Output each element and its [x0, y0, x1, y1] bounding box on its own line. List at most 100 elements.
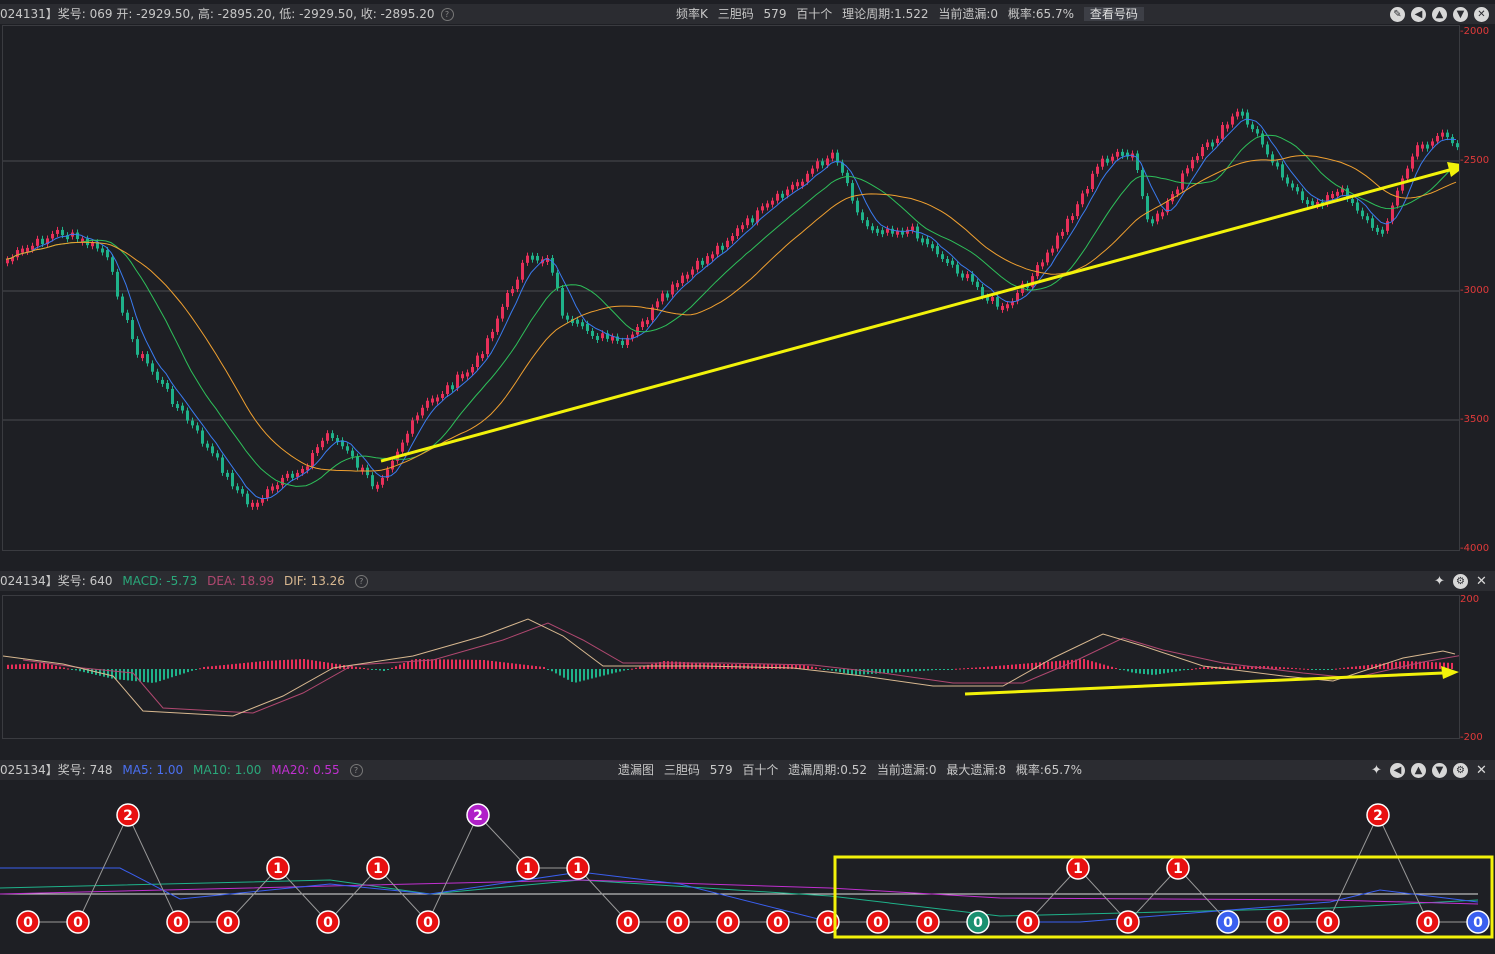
miss-node-label: 1 [523, 861, 533, 877]
candle [391, 460, 394, 470]
macd-bar [107, 669, 109, 678]
macd-bar [571, 669, 573, 682]
back-icon[interactable]: ◀ [1411, 7, 1426, 22]
pin-icon[interactable]: ✦ [1434, 574, 1445, 589]
miss-node [1366, 803, 1390, 827]
macd-bar [1423, 661, 1425, 669]
candle [106, 249, 109, 258]
candle [1161, 212, 1164, 217]
candle [886, 228, 889, 233]
macd-bar [135, 669, 137, 682]
candle [236, 486, 239, 491]
candle [901, 230, 904, 235]
miss-node-label: 0 [173, 915, 183, 931]
macd-bar [1379, 663, 1381, 669]
down-icon[interactable]: ▼ [1453, 7, 1468, 22]
macd-bar [903, 669, 905, 672]
miss-node [966, 910, 990, 934]
macd-bar [1367, 665, 1369, 669]
candle [1336, 191, 1339, 196]
macd-bar [587, 669, 589, 680]
macd-bar [631, 668, 633, 670]
macd-bar [1427, 661, 1429, 669]
help-icon[interactable]: ? [440, 8, 454, 21]
macd-bar [1267, 666, 1269, 669]
candle [1056, 235, 1059, 249]
macd-bar [847, 669, 849, 674]
miss-node [716, 910, 740, 934]
macd-bar [67, 668, 69, 670]
candle [286, 473, 289, 478]
candle [356, 456, 359, 468]
settings-icon[interactable]: ⚙ [1453, 763, 1468, 778]
macd-bar [803, 665, 805, 669]
macd-bar [1235, 666, 1237, 669]
miss-node [866, 910, 890, 934]
candle [326, 433, 329, 441]
macd-bar [163, 669, 165, 680]
miss-node [1466, 910, 1490, 934]
macd-bar [39, 663, 41, 669]
macd-bar [399, 664, 401, 669]
candle [41, 238, 44, 245]
settings-icon[interactable]: ✕ [1474, 7, 1489, 22]
macd-bar [159, 669, 161, 682]
candle [1301, 191, 1304, 201]
macd-bar [799, 664, 801, 669]
macd-bar [1391, 662, 1393, 669]
candle [741, 225, 744, 230]
macd-bar [1287, 667, 1289, 669]
candle [546, 258, 549, 263]
macd-bar [1051, 661, 1053, 669]
macd-bar [811, 666, 813, 669]
macd-bar [211, 666, 213, 669]
candle [851, 183, 854, 201]
miss-node-label: 0 [1273, 915, 1283, 931]
macd-bar [783, 664, 785, 669]
candle [376, 484, 379, 489]
miss-node-label: 0 [1323, 915, 1333, 931]
candle [141, 354, 144, 359]
macd-bar [191, 669, 193, 671]
candle [1151, 219, 1154, 224]
close-icon[interactable]: ✕ [1476, 763, 1487, 778]
macd-bar [967, 668, 969, 669]
help-icon[interactable]: ? [354, 575, 368, 588]
macd-bar [111, 669, 113, 679]
settings-icon[interactable]: ⚙ [1453, 574, 1468, 589]
macd-axis-top: 200 [1460, 594, 1480, 605]
pin-icon[interactable]: ✦ [1371, 763, 1382, 778]
miss-node-label: 0 [23, 915, 33, 931]
macd-bar [1303, 668, 1305, 670]
candle [751, 218, 754, 223]
back-icon[interactable]: ◀ [1390, 763, 1405, 778]
macd-bar [915, 669, 917, 672]
view-numbers-button[interactable]: 查看号码 [1083, 7, 1144, 21]
macd-bar [499, 661, 501, 669]
macd-bar [431, 659, 433, 669]
miss-node [16, 910, 40, 934]
macd-bar [979, 667, 981, 669]
macd-bar [1127, 669, 1129, 672]
edit-icon[interactable]: ✎ [1390, 7, 1405, 22]
candle [911, 226, 914, 231]
macd-bar [295, 659, 297, 669]
down-icon[interactable]: ▼ [1432, 763, 1447, 778]
candle [56, 229, 59, 234]
candle [1261, 133, 1264, 145]
close-icon[interactable]: ✕ [1476, 574, 1487, 589]
help-icon[interactable]: ? [349, 764, 363, 777]
macd-bar [963, 668, 965, 670]
candle [706, 256, 709, 264]
macd-bar [635, 667, 637, 669]
up-icon[interactable]: ▲ [1432, 7, 1447, 22]
macd-bar [19, 664, 21, 669]
miss-center-4: 遗漏周期:0.52 [788, 763, 868, 777]
candle [1306, 200, 1309, 205]
macd-bar [227, 664, 229, 669]
macd-bar [819, 668, 821, 670]
macd-bar [271, 660, 273, 669]
up-icon[interactable]: ▲ [1411, 763, 1426, 778]
candle [1081, 193, 1084, 205]
candle [191, 420, 194, 426]
